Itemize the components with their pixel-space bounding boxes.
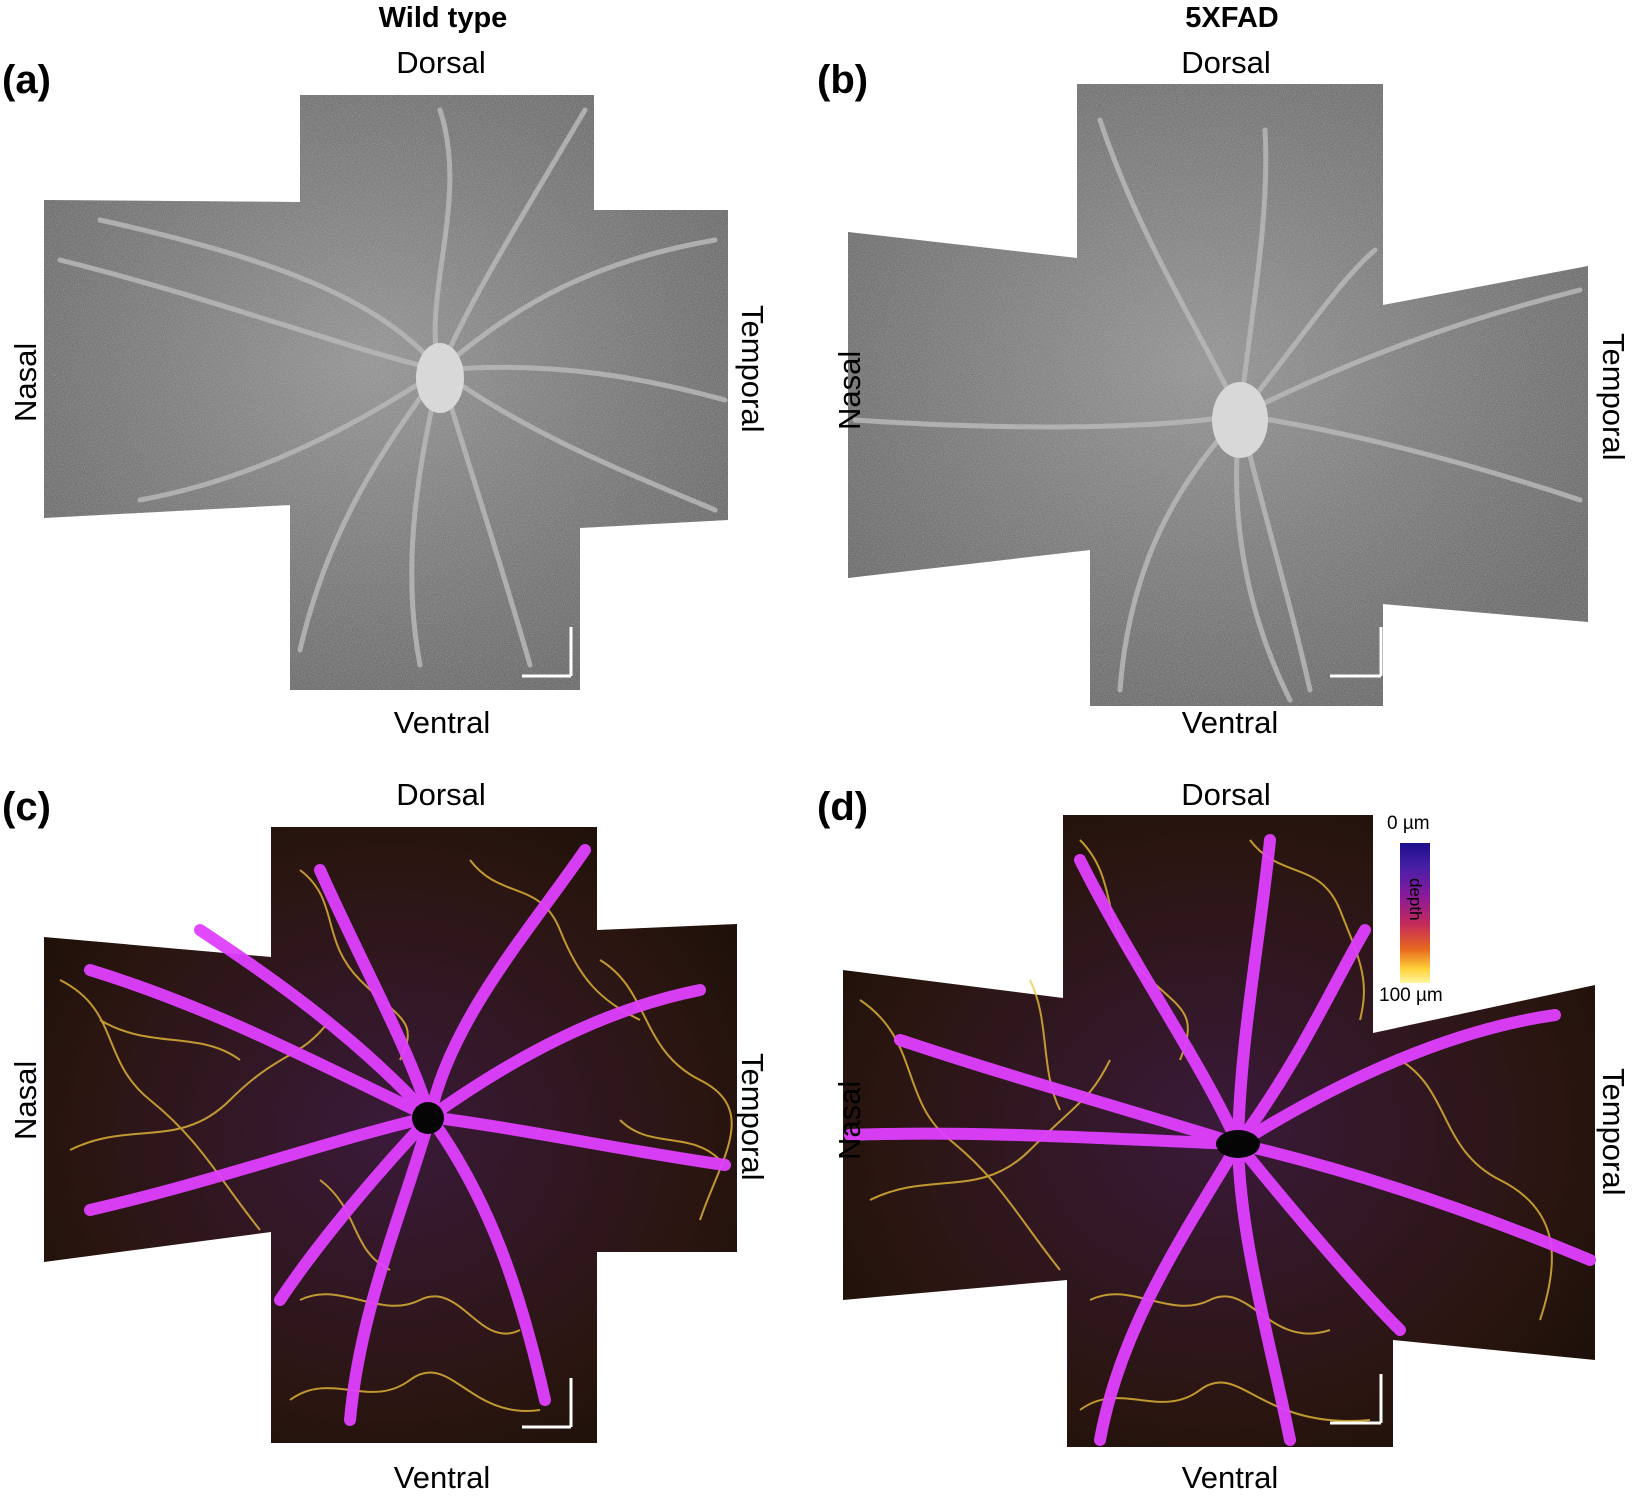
image-panel-c [44, 827, 737, 1443]
label-ventral-c: Ventral [393, 1460, 491, 1495]
colorbar-depth-label: depth [1406, 878, 1425, 921]
panel-label-b: (b) [817, 58, 869, 102]
label-temporal-c: Temporal [735, 1053, 770, 1181]
label-dorsal-c: Dorsal [396, 777, 486, 812]
label-temporal-d: Temporal [1596, 1068, 1631, 1196]
image-panel-d [843, 815, 1596, 1447]
image-panel-b [848, 84, 1588, 706]
label-nasal-c: Nasal [8, 1060, 43, 1140]
column-title-wild-type: Wild type [378, 2, 508, 34]
label-ventral-a: Ventral [393, 705, 491, 740]
label-dorsal-a: Dorsal [396, 45, 486, 80]
image-panel-a [44, 95, 728, 690]
colorbar-top-label: 0 µm [1387, 813, 1430, 834]
depth-colorbar [1400, 843, 1430, 983]
label-dorsal-d: Dorsal [1181, 777, 1271, 812]
panel-label-d: (d) [817, 785, 869, 829]
panel-label-a: (a) [2, 58, 51, 102]
label-ventral-d: Ventral [1181, 1460, 1279, 1495]
colorbar-bottom-label: 100 µm [1379, 985, 1443, 1006]
label-nasal-b: Nasal [832, 350, 867, 430]
label-nasal-d: Nasal [832, 1080, 867, 1160]
label-ventral-b: Ventral [1181, 705, 1279, 740]
column-title-5xfad: 5XFAD [1185, 2, 1279, 34]
label-dorsal-b: Dorsal [1181, 45, 1271, 80]
panel-label-c: (c) [2, 785, 51, 829]
label-nasal-a: Nasal [8, 342, 43, 422]
label-temporal-a: Temporal [735, 305, 770, 433]
label-temporal-b: Temporal [1596, 333, 1631, 461]
